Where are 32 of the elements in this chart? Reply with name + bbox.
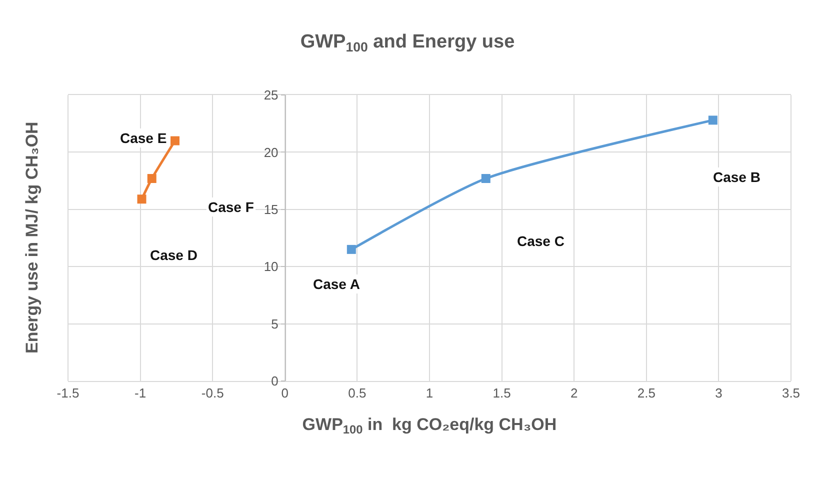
x-tick-label: 2	[570, 386, 578, 401]
x-tick-label: 3	[715, 386, 722, 401]
x-tick-label: 1	[426, 386, 434, 401]
x-tick-label: 0.5	[348, 386, 366, 401]
point	[137, 194, 146, 204]
x-tick-label: -1.5	[56, 386, 80, 401]
y-tick-label: 25	[264, 88, 278, 103]
y-axis-title: Energy use in MJ/ kg CH₃OH	[22, 122, 42, 354]
chart-title: GWP$_{100}$ and Energy use	[300, 32, 515, 55]
y-tick-label: 15	[264, 202, 278, 217]
x-axis-title: GWP$_{100}$ in kg CO₂eq/kg CH₃OH	[302, 415, 557, 437]
x-tick-label: -1	[134, 386, 146, 401]
annotation: Case E	[120, 130, 167, 146]
point	[170, 136, 180, 146]
y-tick-label: 5	[271, 316, 278, 332]
point	[481, 174, 490, 184]
x-tick-label: 3.5	[782, 386, 800, 401]
x-tick-label: 1.5	[492, 386, 511, 401]
point	[708, 116, 718, 125]
annotation: Case D	[150, 247, 198, 263]
annotation: Case C	[517, 233, 564, 249]
x-tick-label: 2.5	[637, 386, 656, 401]
point	[147, 174, 156, 184]
x-tick-label: -0.5	[201, 386, 224, 401]
y-tick-label: 0	[271, 374, 278, 389]
annotation: Case A	[313, 276, 360, 292]
annotation: Case B	[713, 169, 760, 185]
annotation: Case F	[208, 199, 254, 215]
x-tick-label: 0	[281, 386, 289, 401]
y-tick-label: 10	[264, 259, 278, 274]
y-tick-label: 20	[264, 144, 278, 160]
point	[346, 244, 356, 254]
